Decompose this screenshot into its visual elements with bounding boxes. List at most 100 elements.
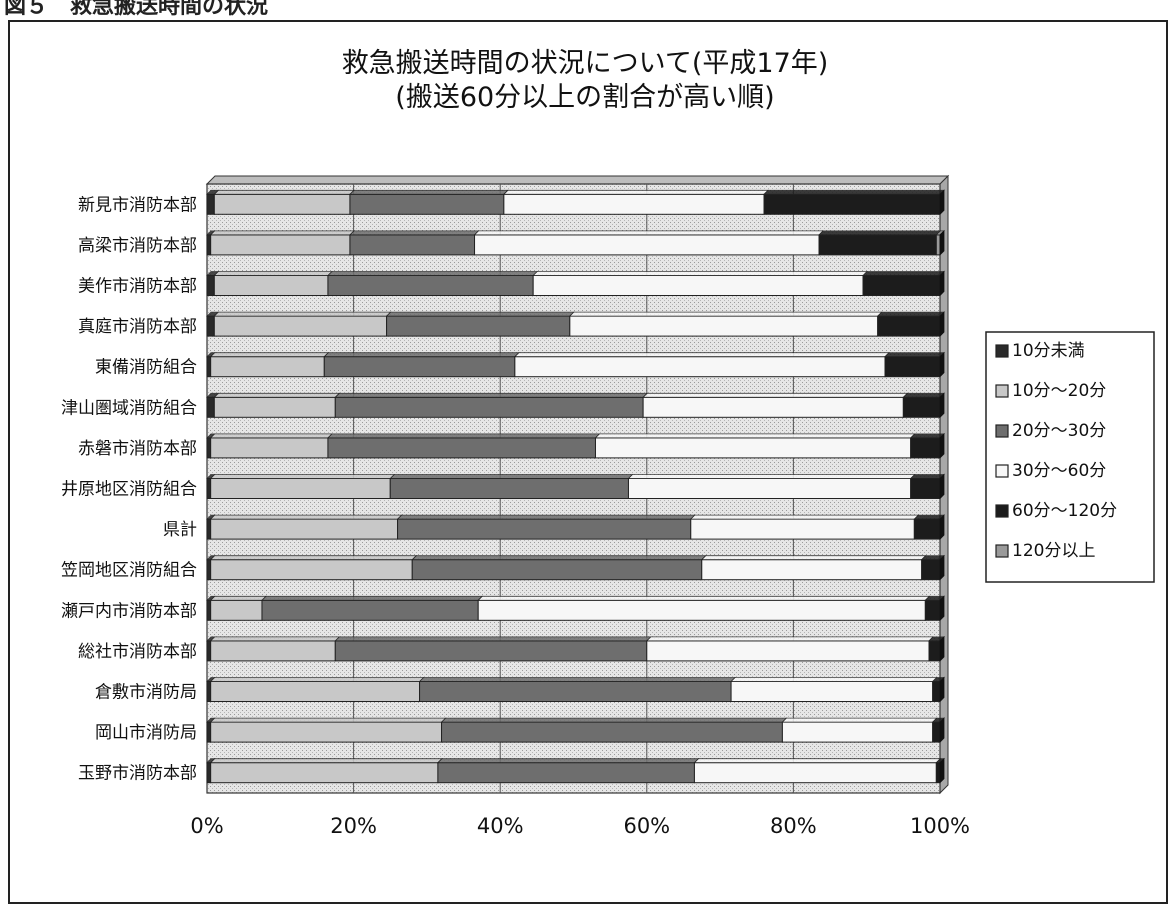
bar-segment-top (213, 271, 333, 276)
bar-end-cap (939, 189, 945, 216)
bar-segment (411, 559, 703, 581)
bar-segment-top (781, 717, 938, 723)
bar-end-cap (939, 229, 945, 256)
bar-segment (327, 275, 534, 296)
category-label: 真庭市消防本部 (78, 317, 197, 337)
bar-series (206, 189, 945, 784)
bar-segment (532, 275, 864, 296)
bar-segment-top (876, 311, 945, 317)
legend-box (985, 331, 1155, 583)
bar-segment-top (209, 514, 403, 520)
bar-segment-top (502, 189, 770, 195)
bar-segment-top (473, 230, 825, 236)
bar-segment (213, 193, 351, 215)
bar-segment (884, 356, 941, 378)
legend-swatch (995, 504, 1009, 518)
bar-segment (642, 396, 904, 418)
category-label: 玉野市消防本部 (78, 764, 197, 784)
bar-segment-top (348, 189, 509, 195)
bar-segment-top (568, 311, 883, 317)
bar-segment (210, 478, 391, 499)
bar-segment-top (913, 514, 945, 520)
bar-segment (477, 599, 926, 621)
bar-segment-top (436, 758, 700, 764)
bar-segment (206, 721, 212, 743)
bar-segment-top (348, 230, 480, 236)
bar-segment (206, 193, 215, 215)
legend-swatch (995, 384, 1009, 398)
bar-segment (419, 681, 732, 702)
bar-segment (210, 437, 329, 459)
bar-segment (928, 640, 941, 662)
bar-end-cap (939, 514, 945, 541)
bar-segment (474, 234, 820, 256)
bar-end-cap (939, 432, 945, 459)
bar-segment-top (411, 555, 707, 561)
bar-segment (210, 234, 351, 256)
bar-segment-top (693, 758, 942, 764)
category-label: 東備消防組合 (95, 358, 197, 378)
x-tick-label: 40% (477, 814, 524, 838)
figure-caption-text: 図５ 救急搬送時間の状況 (4, 0, 269, 19)
bar-segment-top (418, 677, 737, 682)
category-label: 赤磐市消防本部 (78, 439, 197, 459)
bar-segment-top (385, 311, 575, 317)
bar-end-cap (939, 473, 945, 500)
legend: 10分未満 10分～20分 20分～30分 30分～60分 60分～120分 120分以上 (985, 331, 1155, 583)
bar-segment (206, 762, 212, 784)
bar-segment (210, 559, 413, 581)
bar-segment (910, 437, 941, 459)
bar-segment (334, 396, 644, 418)
x-tick-label: 80% (770, 814, 817, 838)
bar-segment-top (477, 595, 931, 601)
bar-segment (206, 356, 212, 378)
bar-end-cap (939, 635, 945, 662)
bar-end-cap (939, 351, 945, 378)
bar-segment (397, 518, 692, 540)
category-label: 井原地区消防組合 (61, 480, 197, 500)
bar-segment-top (334, 636, 652, 642)
chart-title: 救急搬送時間の状況について(平成17年) (342, 48, 829, 79)
bar-segment (627, 478, 912, 499)
category-label: 瀬戸内市消防本部 (61, 601, 197, 621)
bar-segment (206, 681, 212, 702)
bar-end-cap (939, 270, 945, 297)
category-label: 倉敷市消防局 (95, 683, 197, 703)
bar-segment (206, 396, 215, 418)
bar-segment-top (627, 474, 916, 479)
bar-segment (210, 640, 336, 662)
bar-segment-top (209, 230, 355, 236)
bar-segment (206, 478, 212, 499)
category-label: 岡山市消防局 (95, 723, 197, 743)
bar-segment (935, 234, 941, 256)
bar-segment (206, 275, 215, 296)
bar-segment (932, 721, 941, 743)
bar-segment-top (209, 433, 333, 439)
bar-segment (935, 762, 941, 784)
bar-segment-top (440, 717, 788, 723)
category-labels: 新見市消防本部高梁市消防本部美作市消防本部真庭市消防本部東備消防組合津山圏域消防… (61, 195, 197, 783)
x-tick-label: 60% (623, 814, 670, 838)
category-label: 総社市消防本部 (78, 642, 197, 662)
bar-segment (206, 599, 212, 621)
x-tick-label: 100% (910, 814, 970, 838)
bar-segment-top (763, 189, 945, 195)
x-tick-label: 20% (330, 814, 377, 838)
bar-segment (386, 315, 571, 337)
bar-end-cap (939, 392, 945, 419)
bar-end-cap (939, 717, 945, 744)
bar-segment-top (389, 474, 634, 479)
bar-segment-top (213, 311, 392, 317)
bar-segment-top (209, 352, 330, 358)
bar-segment-top (326, 271, 539, 276)
legend-swatch (995, 544, 1009, 558)
bar-segment-top (730, 677, 938, 682)
bar-segment (210, 681, 421, 702)
legend-swatch (995, 424, 1009, 438)
bar-segment (334, 640, 648, 662)
bar-segment (690, 518, 915, 540)
bar-segment-top (513, 352, 890, 358)
category-label: 新見市消防本部 (78, 195, 197, 215)
legend-entry: 20分～30分 (1012, 421, 1106, 441)
category-label: 美作市消防本部 (78, 277, 197, 297)
